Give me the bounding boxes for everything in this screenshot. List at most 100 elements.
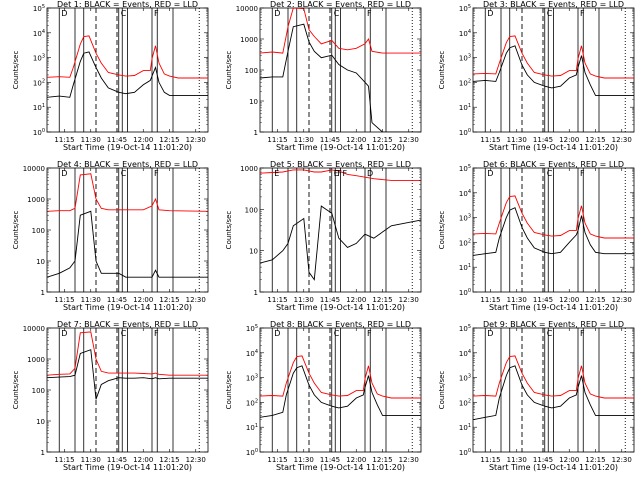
chart-panel-4: D C F 11:15 11:30 11:45 12:00 12:15 12:30 1 10 100 1… — [12, 160, 209, 312]
marker-label: F — [580, 169, 585, 178]
marker-label: D — [487, 329, 493, 338]
marker-label: F — [154, 329, 159, 338]
marker-label: D — [274, 9, 280, 18]
y-tick-label: 1 — [41, 449, 45, 457]
y-axis-label: Counts/sec — [225, 51, 233, 90]
x-tick-label: 12:30 — [399, 136, 419, 144]
event-lines — [271, 168, 413, 292]
event-lines — [58, 328, 200, 452]
x-tick-label: 11:15 — [267, 136, 287, 144]
x-axis-label: Start Time (19-Oct-14 11:01:20) — [489, 143, 618, 152]
x-tick-label: 11:45 — [320, 456, 340, 464]
x-tick-label: 12:30 — [186, 456, 206, 464]
marker-label: C — [547, 169, 553, 178]
x-tick-label: 11:45 — [533, 296, 553, 304]
series-line-red — [473, 195, 634, 239]
marker-label: F — [580, 329, 585, 338]
marker-label: F — [343, 169, 348, 178]
series-line-black — [260, 365, 421, 418]
x-tick-label: 12:30 — [186, 136, 206, 144]
event-lines — [484, 328, 626, 452]
x-tick-label: 11:30 — [81, 136, 101, 144]
y-tick-label: 100 — [246, 448, 258, 457]
x-axis-label: Start Time (19-Oct-14 11:01:20) — [276, 303, 405, 312]
y-tick-label: 10000 — [23, 325, 45, 333]
x-tick-label: 11:45 — [107, 296, 127, 304]
y-tick-label: 1000 — [240, 165, 258, 173]
y-tick-label: 104 — [459, 349, 471, 358]
marker-label: C — [547, 9, 553, 18]
marker-label: C — [547, 329, 553, 338]
chart-panel-7: D C F 11:15 11:30 11:45 12:00 12:15 12:30 1 10 100 1… — [12, 320, 209, 472]
y-tick-label: 100 — [459, 128, 471, 137]
x-tick-label: 11:30 — [81, 296, 101, 304]
y-tick-label: 102 — [246, 398, 258, 407]
x-tick-label: 12:15 — [159, 136, 179, 144]
y-tick-label: 10000 — [23, 165, 45, 173]
x-tick-label: 11:45 — [533, 456, 553, 464]
series-line-red — [260, 8, 421, 54]
chart-title: Det 6: BLACK = Events, RED = LLD — [483, 160, 624, 169]
marker-label: C — [334, 169, 340, 178]
x-tick-label: 11:45 — [320, 296, 340, 304]
event-lines — [58, 168, 200, 292]
marker-label: D — [274, 329, 280, 338]
chart-title: Det 7: BLACK = Events, RED = LLD — [57, 320, 198, 329]
chart-panel-2: D C F 11:15 11:30 11:45 12:00 12:15 12:30 1 10 100 1… — [225, 0, 422, 152]
x-axis-label: Start Time (19-Oct-14 11:01:20) — [63, 303, 192, 312]
event-lines — [271, 328, 413, 452]
y-tick-label: 101 — [246, 423, 258, 432]
event-lines — [484, 8, 626, 132]
x-axis-label: Start Time (19-Oct-14 11:01:20) — [489, 303, 618, 312]
x-tick-label: 12:15 — [372, 296, 392, 304]
event-lines — [58, 8, 200, 132]
y-tick-label: 102 — [459, 238, 471, 247]
marker-label: F — [154, 9, 159, 18]
x-tick-label: 12:30 — [612, 136, 632, 144]
x-tick-label: 12:15 — [585, 456, 605, 464]
y-axis-label: Counts/sec — [12, 211, 20, 250]
series-line-red — [47, 331, 208, 376]
x-tick-label: 11:15 — [480, 456, 500, 464]
marker-label: C — [334, 9, 340, 18]
y-tick-label: 103 — [459, 374, 471, 383]
y-tick-label: 100 — [33, 128, 45, 137]
y-tick-label: 101 — [33, 103, 45, 112]
y-tick-label: 105 — [246, 324, 258, 333]
y-tick-label: 104 — [459, 189, 471, 198]
marker-label: D — [367, 169, 373, 178]
x-tick-label: 12:00 — [133, 296, 153, 304]
y-tick-label: 102 — [33, 78, 45, 87]
marker-label: D — [61, 169, 67, 178]
y-tick-label: 101 — [459, 423, 471, 432]
x-tick-label: 12:30 — [399, 296, 419, 304]
series-line-black — [473, 207, 634, 256]
y-tick-label: 1 — [254, 289, 258, 297]
chart-panel-8: D C F 11:15 11:30 11:45 12:00 12:15 12:30 100 101 1… — [225, 320, 422, 472]
y-tick-label: 101 — [459, 263, 471, 272]
marker-label: D — [487, 169, 493, 178]
x-tick-label: 11:30 — [507, 296, 527, 304]
x-tick-label: 12:00 — [133, 136, 153, 144]
x-tick-label: 11:15 — [54, 136, 74, 144]
y-tick-label: 1 — [41, 289, 45, 297]
x-tick-label: 12:30 — [186, 296, 206, 304]
y-tick-label: 102 — [459, 398, 471, 407]
marker-label: F — [154, 169, 159, 178]
x-tick-label: 11:30 — [81, 456, 101, 464]
event-lines — [484, 168, 626, 292]
x-tick-label: 12:00 — [559, 296, 579, 304]
y-tick-label: 105 — [33, 4, 45, 13]
x-tick-label: 12:00 — [346, 136, 366, 144]
y-tick-label: 103 — [459, 214, 471, 223]
y-tick-label: 105 — [459, 324, 471, 333]
chart-panel-1: D C F 11:15 11:30 11:45 12:00 12:15 12:30 100 101 1… — [12, 0, 209, 152]
series-line-black — [47, 51, 208, 98]
y-tick-label: 100 — [459, 288, 471, 297]
x-tick-label: 12:30 — [612, 296, 632, 304]
x-tick-label: 11:45 — [320, 136, 340, 144]
y-tick-label: 10 — [36, 258, 45, 266]
y-tick-label: 10 — [249, 248, 258, 256]
chart-panel-9: D C F 11:15 11:30 11:45 12:00 12:15 12:30 100 101 1… — [438, 320, 635, 472]
chart-title: Det 4: BLACK = Events, RED = LLD — [57, 160, 198, 169]
